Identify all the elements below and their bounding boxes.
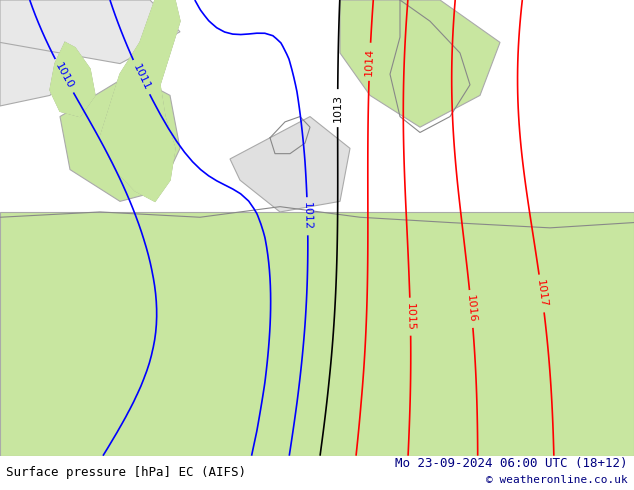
Text: Surface pressure [hPa] EC (AIFS): Surface pressure [hPa] EC (AIFS) <box>6 466 247 479</box>
Polygon shape <box>60 74 180 201</box>
Polygon shape <box>0 0 180 64</box>
Polygon shape <box>340 0 500 127</box>
Polygon shape <box>0 0 80 106</box>
Text: 1016: 1016 <box>465 294 477 323</box>
Text: 1015: 1015 <box>405 302 416 331</box>
Text: © weatheronline.co.uk: © weatheronline.co.uk <box>486 475 628 485</box>
Polygon shape <box>0 212 634 456</box>
Text: Mo 23-09-2024 06:00 UTC (18+12): Mo 23-09-2024 06:00 UTC (18+12) <box>395 458 628 470</box>
Text: 1017: 1017 <box>535 279 548 308</box>
Polygon shape <box>230 117 350 212</box>
Text: 1010: 1010 <box>53 61 75 91</box>
Text: 1013: 1013 <box>333 94 343 122</box>
Text: 1012: 1012 <box>302 202 313 230</box>
Polygon shape <box>50 43 95 117</box>
Text: 1014: 1014 <box>364 48 375 76</box>
Polygon shape <box>100 0 180 201</box>
Text: 1011: 1011 <box>131 62 152 92</box>
